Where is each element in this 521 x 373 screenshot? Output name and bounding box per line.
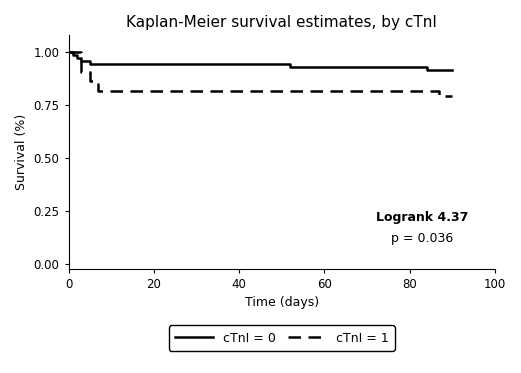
Text: Logrank 4.37: Logrank 4.37 [376,211,468,224]
X-axis label: Time (days): Time (days) [245,296,319,309]
Y-axis label: Survival (%): Survival (%) [15,114,28,190]
Text: p = 0.036: p = 0.036 [391,232,453,245]
Legend: cTnI = 0, cTnI = 1: cTnI = 0, cTnI = 1 [169,325,394,351]
Title: Kaplan-Meier survival estimates, by cTnI: Kaplan-Meier survival estimates, by cTnI [126,15,437,30]
